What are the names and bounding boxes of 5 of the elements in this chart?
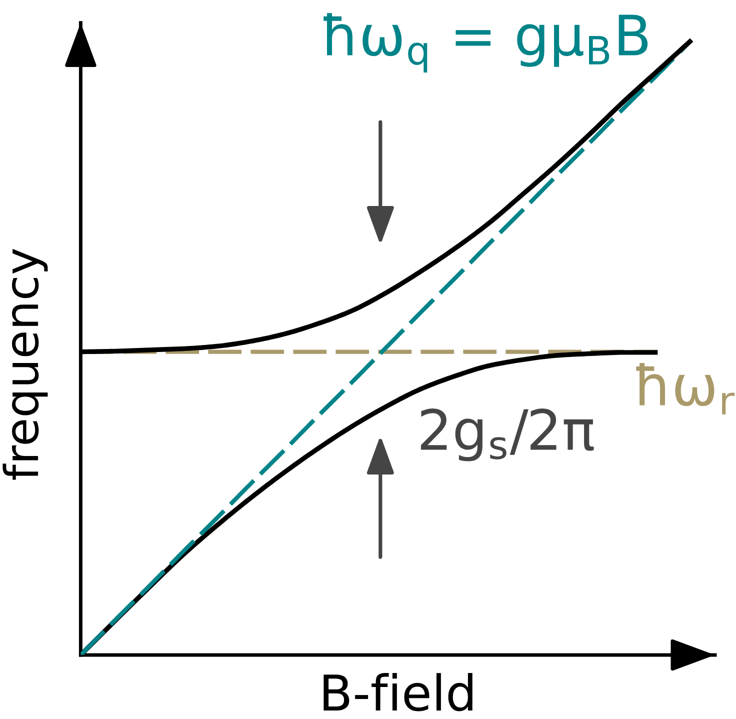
series-label: ħω$_{q}$ = gμ$_{B}$B [324,13,648,72]
annotation: 2g$_{s}$/2π [420,408,594,462]
y-axis-title: frequency [2,248,48,480]
x-axis-title: B-field [324,673,472,712]
series-label: ħω$_{r}$ [636,363,735,414]
